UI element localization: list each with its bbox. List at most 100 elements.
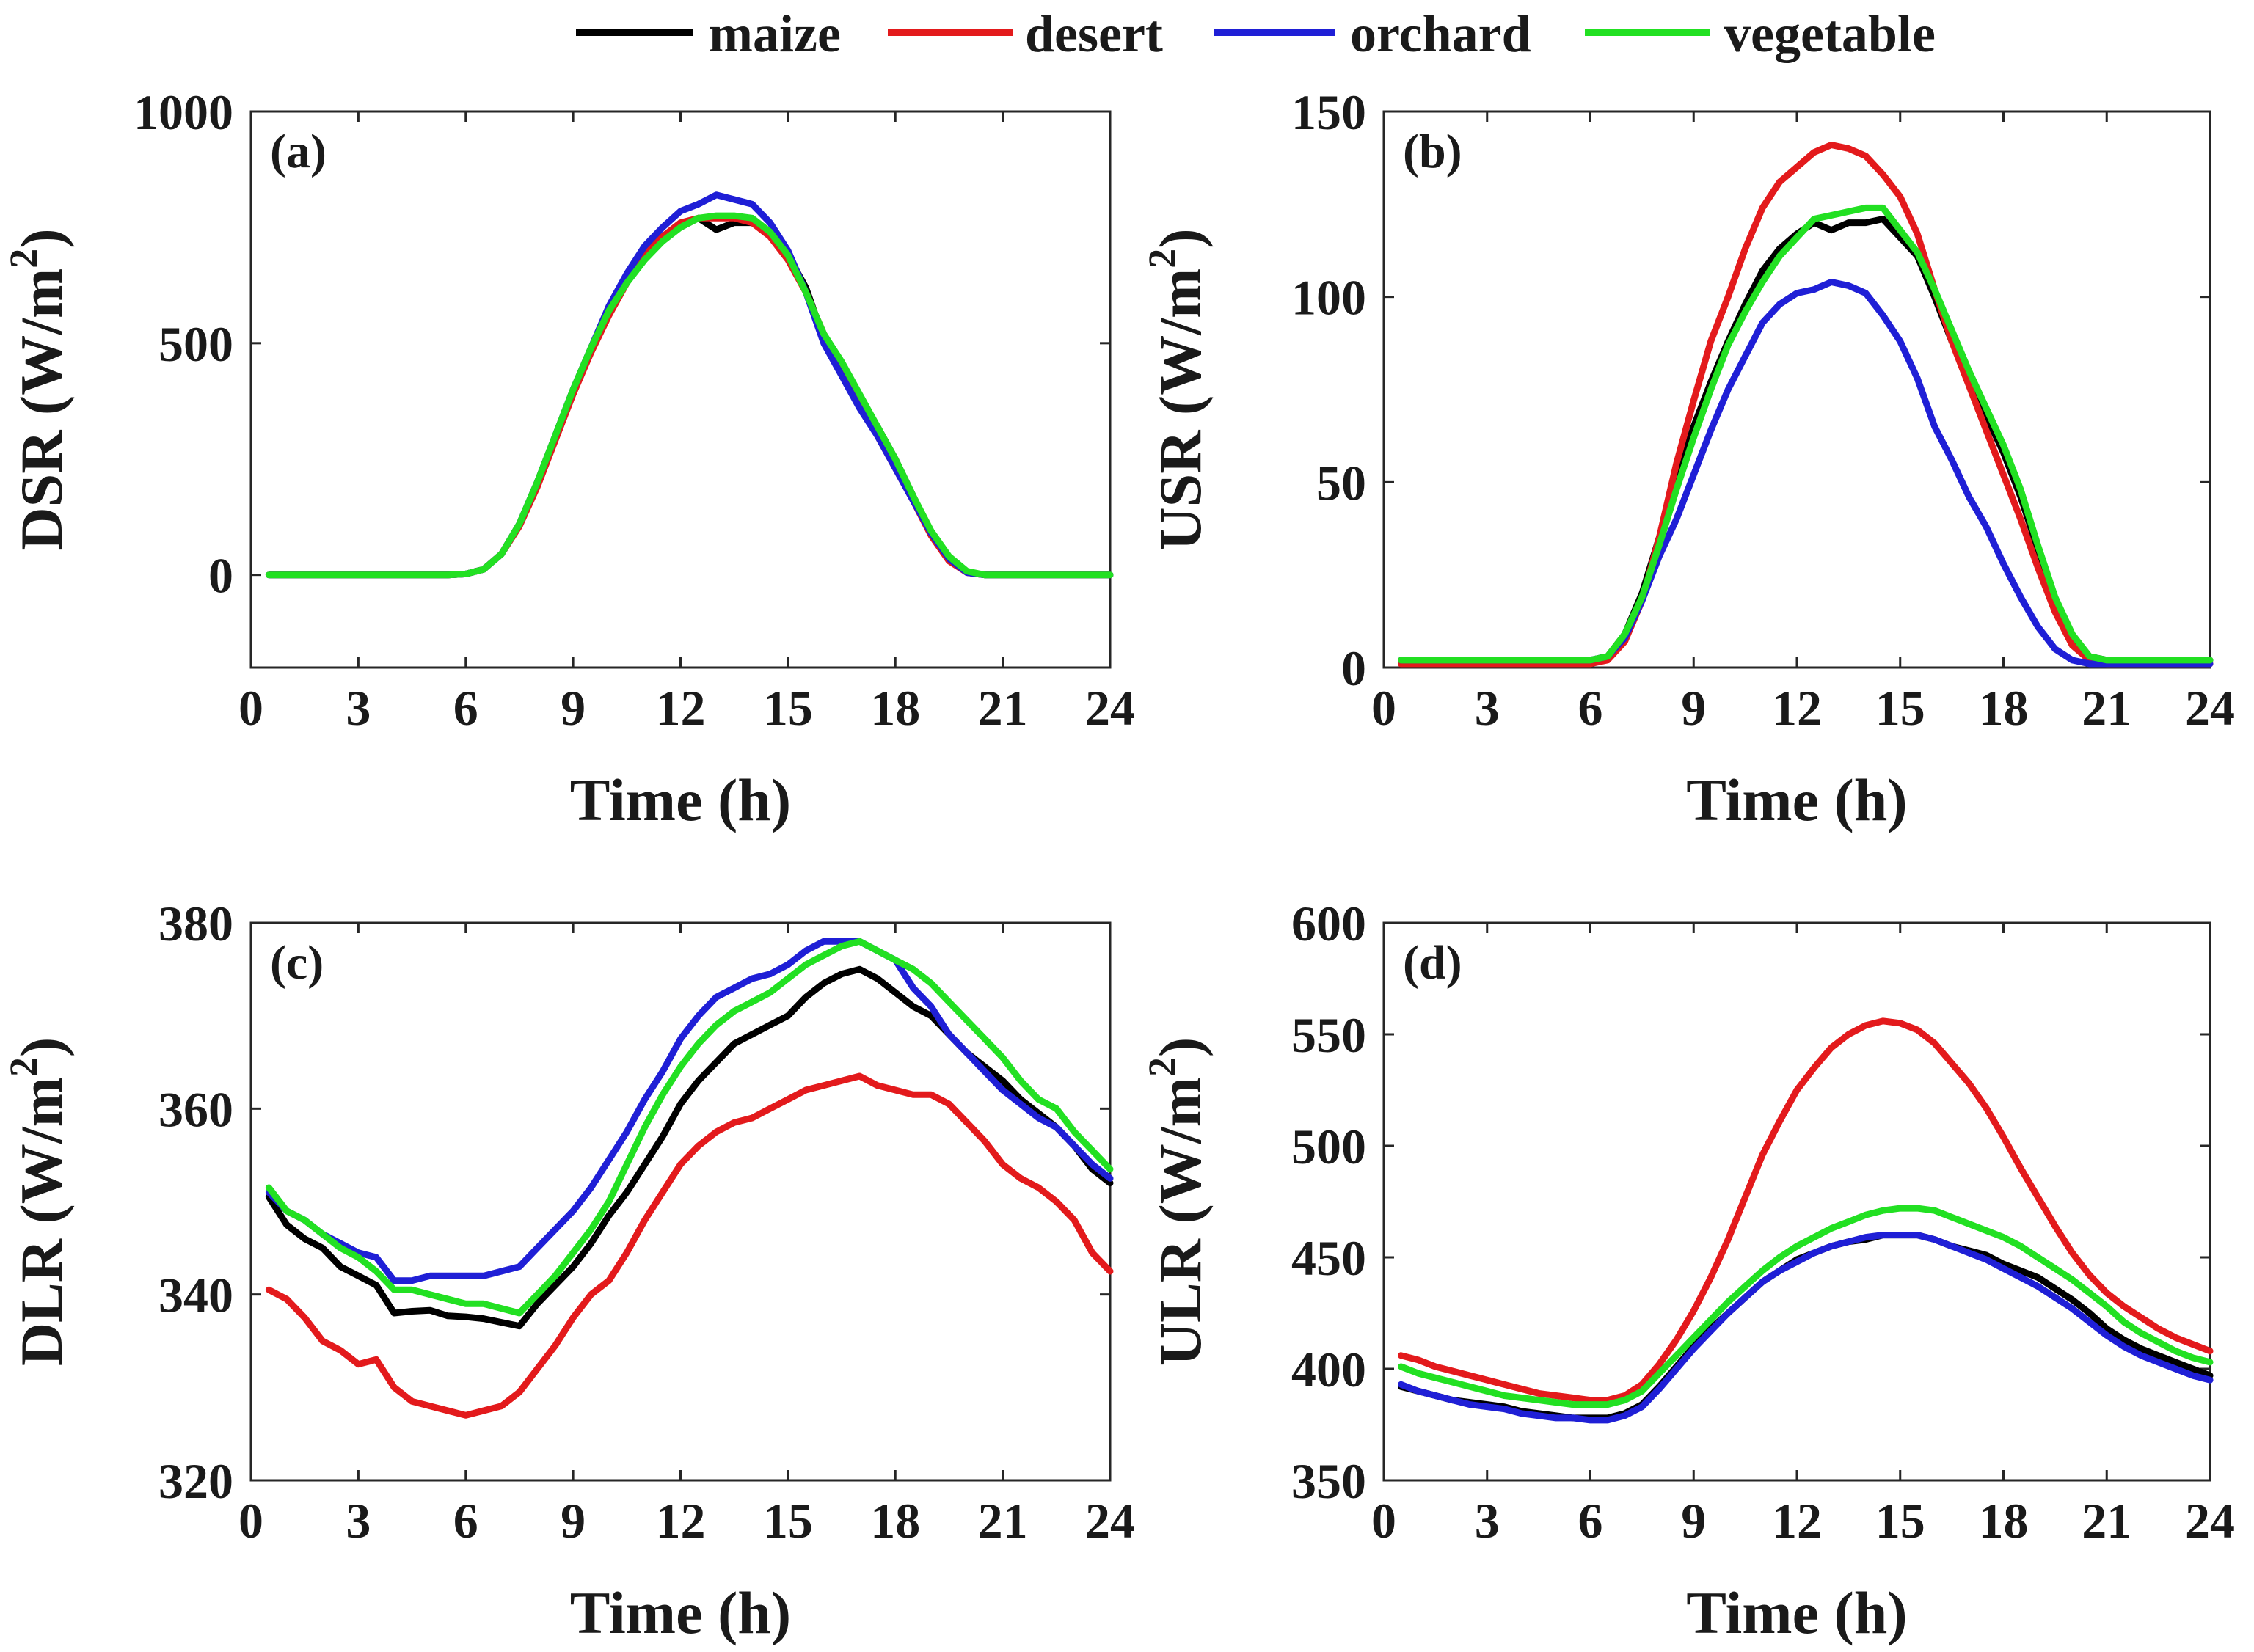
y-tick-label: 0 — [1341, 640, 1366, 696]
legend: maize desert orchard vegetable — [576, 4, 1936, 63]
y-tick-label: 100 — [1291, 270, 1366, 326]
y-tick-label: 320 — [158, 1453, 233, 1509]
x-tick-label: 24 — [2185, 680, 2235, 736]
x-tick-label: 3 — [1475, 680, 1500, 736]
y-axis-title-main: DLR (W/m — [8, 1077, 75, 1366]
x-axis-title: Time (h) — [570, 1579, 791, 1646]
y-axis-title-end: ) — [8, 228, 75, 248]
x-tick-label: 24 — [1085, 1493, 1135, 1549]
x-axis-title: Time (h) — [1686, 767, 1907, 833]
y-tick-label: 550 — [1291, 1007, 1366, 1063]
series-line-desert — [265, 1072, 1114, 1419]
x-tick-label: 6 — [1578, 680, 1603, 736]
x-tick-label: 24 — [2185, 1493, 2235, 1549]
panel-label: (d) — [1403, 936, 1462, 990]
series-line-maize — [265, 214, 1114, 579]
y-axis-title-end: ) — [1147, 1037, 1214, 1057]
y-tick-label: 350 — [1291, 1453, 1366, 1509]
y-axis-title-main: DSR (W/m — [8, 268, 75, 551]
series-line-vegetable — [265, 212, 1114, 579]
x-tick-label: 0 — [1371, 1493, 1396, 1549]
y-axis-title-sup: 2 — [1, 249, 45, 268]
x-axis-title: Time (h) — [570, 767, 791, 833]
x-tick-label: 6 — [453, 680, 478, 736]
x-tick-label: 15 — [1875, 680, 1925, 736]
x-tick-label: 18 — [1979, 1493, 2029, 1549]
legend-label-vegetable: vegetable — [1724, 4, 1936, 63]
y-axis-title-main: ULR (W/m — [1147, 1077, 1214, 1366]
y-tick-label: 50 — [1316, 455, 1366, 511]
x-tick-label: 18 — [870, 1493, 920, 1549]
x-tick-label: 21 — [2082, 680, 2131, 736]
y-axis-title: USR (W/m2) — [1140, 228, 1214, 550]
y-tick-label: 380 — [158, 896, 233, 951]
y-tick-label: 600 — [1291, 896, 1366, 951]
series-line-orchard — [1398, 279, 2214, 668]
panel-a: 0 3 6 9 12 15 18 21 24 0 500 1000 Time (h) DSR (W/m2)… — [1, 84, 1135, 833]
y-tick-label: 450 — [1291, 1230, 1366, 1286]
y-tick-label: 0 — [208, 548, 233, 604]
x-tick-label: 12 — [656, 1493, 706, 1549]
panel-label: (a) — [270, 125, 327, 178]
series-line-desert — [1398, 142, 2214, 668]
panel-label: (c) — [270, 936, 324, 990]
x-tick-label: 3 — [1475, 1493, 1500, 1549]
x-tick-label: 0 — [238, 1493, 263, 1549]
panel-label: (b) — [1403, 125, 1462, 178]
legend-label-orchard: orchard — [1350, 4, 1531, 63]
x-tick-label: 6 — [453, 1493, 478, 1549]
x-tick-label: 9 — [1681, 680, 1706, 736]
x-tick-label: 21 — [2082, 1493, 2131, 1549]
y-axis-title: DSR (W/m2) — [1, 228, 75, 550]
series-line-desert — [265, 214, 1114, 579]
y-axis-title-sup: 2 — [1140, 249, 1184, 268]
y-tick-label: 340 — [158, 1268, 233, 1323]
x-axis-title: Time (h) — [1686, 1579, 1907, 1646]
series-line-vegetable — [1398, 204, 2214, 664]
series-line-desert — [1398, 1017, 2214, 1404]
y-tick-label: 1000 — [134, 84, 233, 140]
y-tick-label: 150 — [1291, 84, 1366, 140]
series-line-vegetable — [1398, 1205, 2214, 1408]
x-tick-label: 3 — [346, 1493, 371, 1549]
legend-label-maize: maize — [709, 4, 841, 63]
y-tick-label: 360 — [158, 1081, 233, 1137]
x-tick-label: 9 — [561, 1493, 586, 1549]
x-tick-label: 9 — [561, 680, 586, 736]
panel-c: 0 3 6 9 12 15 18 21 24 320 340 360 380 Time (h) DLR (W… — [1, 896, 1135, 1646]
y-axis-title: DLR (W/m2) — [1, 1037, 75, 1366]
x-tick-label: 9 — [1681, 1493, 1706, 1549]
x-tick-label: 3 — [346, 680, 371, 736]
x-tick-label: 12 — [656, 680, 706, 736]
x-tick-label: 12 — [1772, 1493, 1822, 1549]
x-tick-label: 18 — [1979, 680, 2029, 736]
y-axis-title-sup: 2 — [1, 1057, 45, 1077]
series-line-orchard — [265, 938, 1114, 1284]
y-axis-title-end: ) — [8, 1037, 75, 1057]
y-axis-title-main: USR (W/m — [1147, 268, 1214, 551]
x-tick-label: 6 — [1578, 1493, 1603, 1549]
series-line-maize — [1398, 216, 2214, 664]
panel-b: 0 3 6 9 12 15 18 21 24 0 50 100 150 Time (h) USR (W/m2… — [1140, 84, 2235, 833]
x-tick-label: 24 — [1085, 680, 1135, 736]
x-tick-label: 18 — [870, 680, 920, 736]
plot-area — [249, 110, 1112, 669]
series-line-orchard — [265, 191, 1114, 579]
legend-label-desert: desert — [1025, 4, 1163, 63]
x-tick-label: 0 — [1371, 680, 1396, 736]
panel-d: 0 3 6 9 12 15 18 21 24 350 400 450 500 550 600 Time (h)… — [1140, 896, 2235, 1646]
y-tick-label: 500 — [1291, 1119, 1366, 1174]
x-tick-label: 15 — [763, 680, 813, 736]
y-tick-label: 500 — [158, 316, 233, 372]
series-line-orchard — [1398, 1232, 2214, 1424]
x-tick-label: 12 — [1772, 680, 1822, 736]
plot-area — [1382, 110, 2211, 669]
y-tick-label: 400 — [1291, 1342, 1366, 1397]
x-tick-label: 15 — [1875, 1493, 1925, 1549]
y-axis-title-sup: 2 — [1140, 1057, 1184, 1077]
plot-area — [249, 921, 1112, 1482]
x-tick-label: 0 — [238, 680, 263, 736]
y-axis-title: ULR (W/m2) — [1140, 1037, 1214, 1366]
y-axis-title-end: ) — [1147, 228, 1214, 248]
